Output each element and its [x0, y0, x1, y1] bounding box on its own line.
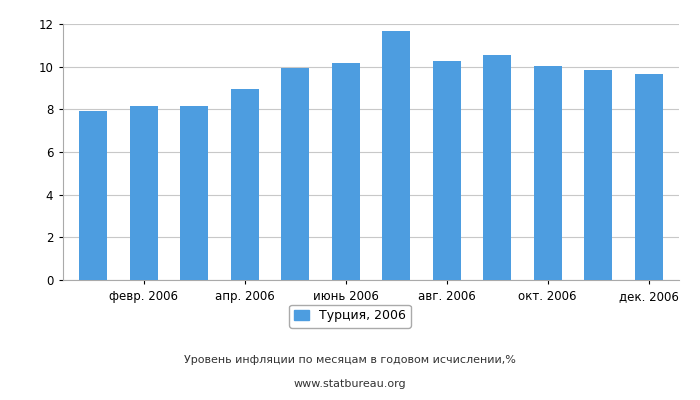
Bar [382, 31, 410, 280]
Text: Уровень инфляции по месяцам в годовом исчислении,%: Уровень инфляции по месяцам в годовом ис… [184, 355, 516, 365]
Bar [130, 106, 158, 280]
Bar [281, 68, 309, 280]
Bar [534, 66, 561, 280]
Bar [181, 106, 208, 280]
Bar [231, 90, 259, 280]
Bar [79, 111, 107, 280]
Bar [332, 63, 360, 280]
Bar [584, 70, 612, 280]
Legend: Турция, 2006: Турция, 2006 [289, 304, 411, 328]
Text: www.statbureau.org: www.statbureau.org [294, 379, 406, 389]
Bar [483, 55, 511, 280]
Bar [635, 74, 663, 280]
Bar [433, 61, 461, 280]
